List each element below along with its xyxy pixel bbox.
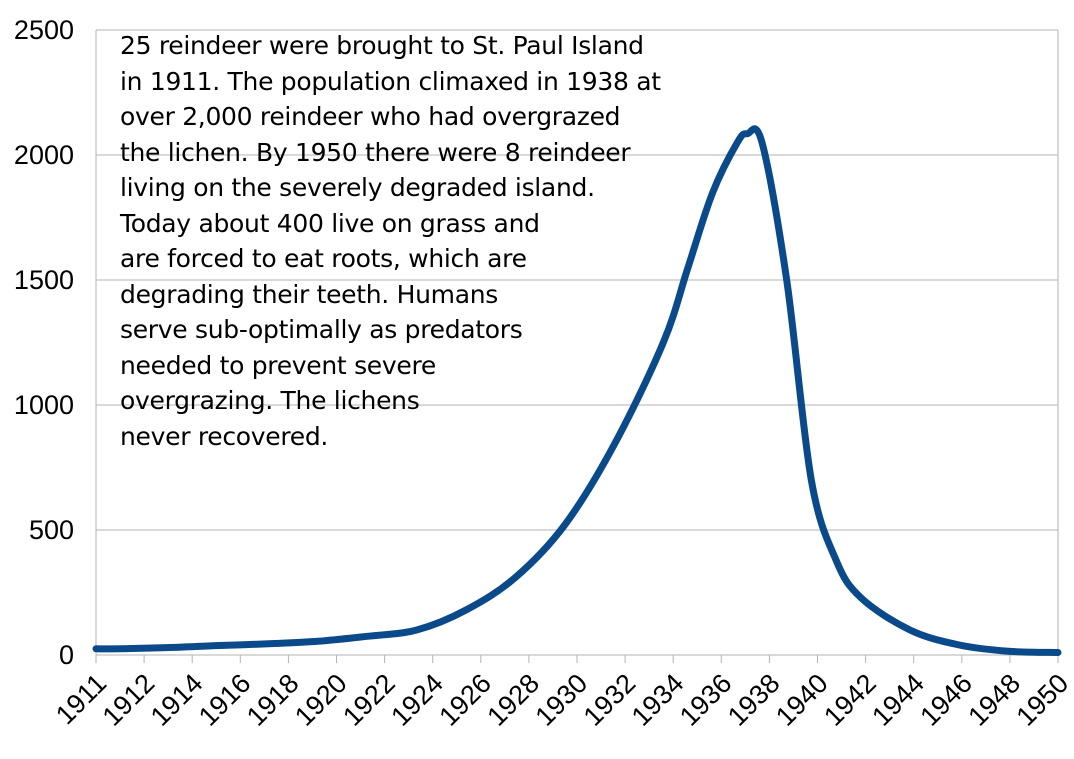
x-tick-label: 1934: [626, 668, 690, 732]
x-tick-label: 1940: [770, 668, 834, 732]
x-tick-label: 1944: [866, 668, 930, 732]
annotation-line: degrading their teeth. Humans: [120, 279, 498, 309]
series-group: [92, 125, 1062, 656]
x-tick-label: 1920: [289, 668, 353, 732]
x-tick-label: 1914: [145, 668, 209, 732]
x-tick-label: 1924: [385, 668, 449, 732]
x-tick-label: 1938: [722, 668, 786, 732]
y-tick-label: 1500: [14, 265, 74, 295]
annotation-line: over 2,000 reindeer who had overgrazed: [120, 102, 621, 131]
annotation-line: living on the severely degraded island.: [120, 173, 595, 202]
y-axis-tick-labels: 0 500 1000 1500 2000 2500: [14, 15, 74, 670]
x-tick-label: 1946: [914, 668, 978, 732]
x-tick-label: 1936: [674, 668, 738, 732]
x-tick-label: 1948: [962, 668, 1026, 732]
x-axis-tick-labels: 1911191219141916191819201922192419261928…: [50, 668, 1074, 732]
x-tick-label: 1926: [433, 668, 497, 732]
x-tick-label: 1942: [818, 668, 882, 732]
annotation-line: serve sub-optimally as predators: [120, 315, 523, 344]
x-tick-label: 1932: [578, 668, 642, 732]
chart-annotation: 25 reindeer were brought to St. Paul Isl…: [120, 28, 700, 454]
x-tick-label: 1950: [1011, 668, 1074, 732]
y-tick-label: 500: [29, 515, 74, 545]
x-tick-label: 1912: [97, 668, 161, 732]
annotation-line: Today about 400 live on grass and: [120, 208, 540, 238]
y-tick-label: 0: [59, 640, 74, 670]
x-tick-label: 1922: [337, 668, 401, 732]
annotation-line: are forced to eat roots, which are: [120, 244, 527, 273]
y-tick-label: 1000: [14, 390, 74, 420]
series-line: [92, 125, 1062, 656]
x-tick-label: 1928: [481, 668, 545, 732]
x-tick-label: 1916: [193, 668, 257, 732]
y-tick-label: 2500: [14, 15, 74, 45]
annotation-line: the lichen. By 1950 there were 8 reindee…: [120, 137, 631, 167]
annotation-line: needed to prevent severe: [120, 350, 436, 380]
x-tick-label: 1930: [530, 668, 594, 732]
annotation-line: never recovered.: [120, 421, 329, 451]
grid-lines: [95, 29, 1059, 663]
x-tick-label: 1911: [50, 668, 112, 730]
y-tick-label: 2000: [14, 140, 74, 170]
annotation-line: in 1911. The population climaxed in 1938…: [120, 66, 661, 96]
x-tick-label: 1918: [241, 668, 305, 732]
annotation-line: overgrazing. The lichens: [120, 386, 420, 415]
annotation-line: 25 reindeer were brought to St. Paul Isl…: [120, 31, 644, 60]
